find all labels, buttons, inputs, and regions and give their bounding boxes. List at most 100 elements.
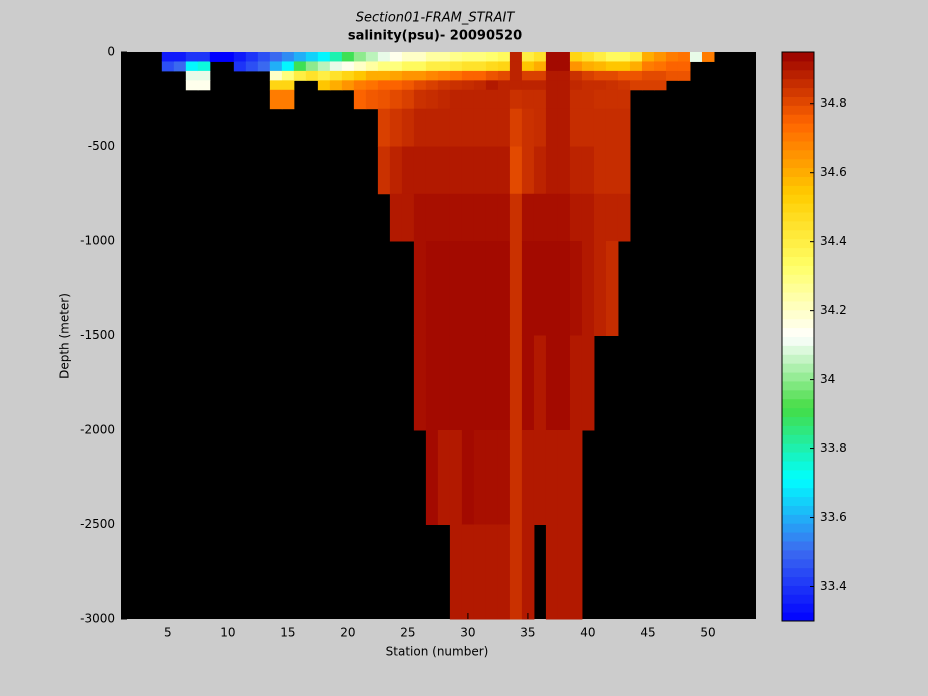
colorbar-segment [782,443,814,453]
heat-cell [341,80,355,91]
heat-cell [617,70,631,81]
heat-cell [437,80,451,91]
heat-cell [521,89,535,110]
colorbar-segment [782,96,814,106]
heat-cell [269,70,283,81]
heat-cell [485,335,499,431]
colorbar-segment [782,496,814,506]
heat-cell [653,70,667,81]
heat-cell [365,70,379,81]
heat-cell [329,70,343,81]
colorbar-segment [782,212,814,222]
colorbar-segment [782,603,814,613]
colorbar-segment [782,132,814,142]
heat-cell [533,52,547,62]
heat-cell [425,80,439,91]
heat-cell [269,52,283,62]
heat-cell [173,61,187,72]
heat-cell [401,89,415,110]
heat-cell [569,70,583,81]
heat-cell [521,146,535,195]
heat-cell [197,52,211,62]
colorbar-segment [782,256,814,266]
heat-cell [509,70,523,81]
heat-cell [569,241,583,336]
heat-cell [533,89,547,110]
heat-cell [281,70,295,81]
heat-cell [485,89,499,110]
heat-cell [533,241,547,336]
heat-cell [389,146,403,195]
heat-cell [569,430,583,525]
colorbar-segment [782,487,814,498]
heat-cell [401,52,415,62]
heat-cell [497,70,511,81]
heat-cell [569,146,583,195]
heat-cell [473,524,487,620]
heat-cell [497,80,511,91]
x-tick-label: 50 [700,626,715,640]
colorbar-segment [782,87,814,97]
heat-cell [185,52,199,62]
colorbar-segment [782,300,814,311]
heat-cell [605,193,619,242]
heat-cell [581,241,595,336]
colorbar-segment [782,283,814,293]
heat-cell [449,193,463,242]
heat-cell [401,108,415,147]
heat-cell [497,108,511,147]
heat-cell [425,61,439,72]
heat-cell [581,335,595,431]
heat-cell [629,80,643,91]
colorbar-segment [782,434,814,444]
heat-cell [485,193,499,242]
heat-cell [629,61,643,72]
colorbar-segment [782,345,814,355]
colorbar-segment [782,140,814,151]
heat-cell [353,52,367,62]
heat-cell [521,430,535,525]
colorbar-segment [782,523,814,533]
colorbar-segment [782,69,814,80]
colorbar-segment [782,274,814,284]
colorbar-segment [782,114,814,124]
colorbar-segment [782,176,814,186]
heat-cell [593,89,607,110]
colorbar-segment [782,185,814,195]
y-tick-label: -2500 [80,517,115,531]
heat-cell [485,430,499,525]
heat-cell [161,61,175,72]
heat-cell [461,108,475,147]
heat-cell [509,430,523,525]
colorbar-segment [782,318,814,329]
heat-cell [521,61,535,72]
heat-cell [449,61,463,72]
heat-cell [461,524,475,620]
heat-cell [389,70,403,81]
heat-cell [473,70,487,81]
heat-cell [557,241,571,336]
colorbar-segment [782,149,814,160]
colorbar-tick-label: 33.8 [820,441,847,455]
heat-cell [461,70,475,81]
heat-cell [557,89,571,110]
heat-cell [665,61,679,72]
heat-cell [449,70,463,81]
colorbar-segment [782,532,814,542]
x-tick-label: 40 [580,626,595,640]
colorbar-segment [782,105,814,115]
heat-cell [593,80,607,91]
heat-cell [689,52,703,62]
heat-cell [413,108,427,147]
x-tick-label: 30 [460,626,475,640]
heat-cell [449,89,463,110]
heat-cell [413,193,427,242]
heat-cell [473,430,487,525]
heat-cell [413,241,427,336]
heat-cell [569,524,583,620]
heat-cell [245,61,259,72]
heat-cell [485,241,499,336]
heat-cell [593,61,607,72]
heat-cell [617,193,631,242]
colorbar-segment [782,220,814,231]
